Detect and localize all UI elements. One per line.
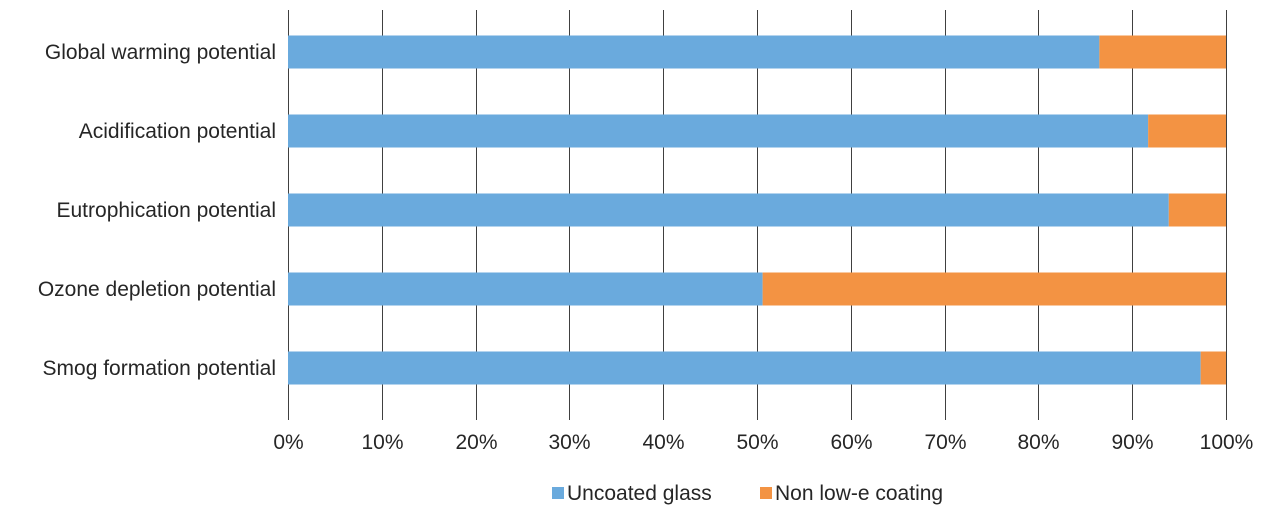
bar-non-low-e-coating <box>762 272 1226 306</box>
x-tick-label: 50% <box>736 431 778 454</box>
x-tick-label: 100% <box>1200 431 1254 454</box>
bar-non-low-e-coating <box>1168 193 1226 227</box>
bars <box>288 35 1226 385</box>
x-tick-label: 70% <box>924 431 966 454</box>
category-label: Smog formation potential <box>43 357 276 380</box>
x-tick-label: 0% <box>273 431 303 454</box>
bar-uncoated-glass <box>288 351 1201 385</box>
legend-swatch-non-low-e-coating <box>760 487 772 499</box>
x-tick-label: 80% <box>1017 431 1059 454</box>
bar-uncoated-glass <box>288 114 1149 148</box>
bar-non-low-e-coating <box>1148 114 1226 148</box>
category-label: Acidification potential <box>79 120 276 143</box>
bar-uncoated-glass <box>288 193 1169 227</box>
category-label: Eutrophication potential <box>57 199 277 222</box>
bar-non-low-e-coating <box>1200 351 1226 385</box>
x-tick-labels: 0% 10% 20% 30% 40% 50% 60% 70% 80% 90% 100% <box>273 431 1253 454</box>
bar-non-low-e-coating <box>1099 35 1226 69</box>
legend-label-uncoated-glass: Uncoated glass <box>567 482 712 505</box>
bar-uncoated-glass <box>288 35 1100 69</box>
category-label: Ozone depletion potential <box>38 278 276 301</box>
x-tick-label: 90% <box>1111 431 1153 454</box>
legend: Uncoated glass Non low-e coating <box>552 482 943 505</box>
x-tick-label: 30% <box>548 431 590 454</box>
legend-swatch-uncoated-glass <box>552 487 564 499</box>
x-tick-label: 20% <box>455 431 497 454</box>
x-tick-label: 10% <box>361 431 403 454</box>
legend-label-non-low-e-coating: Non low-e coating <box>775 482 943 505</box>
x-tick-label: 40% <box>642 431 684 454</box>
x-tick-label: 60% <box>830 431 872 454</box>
category-label: Global warming potential <box>45 41 276 64</box>
category-labels: Global warming potential Acidification po… <box>38 41 276 380</box>
bar-uncoated-glass <box>288 272 763 306</box>
